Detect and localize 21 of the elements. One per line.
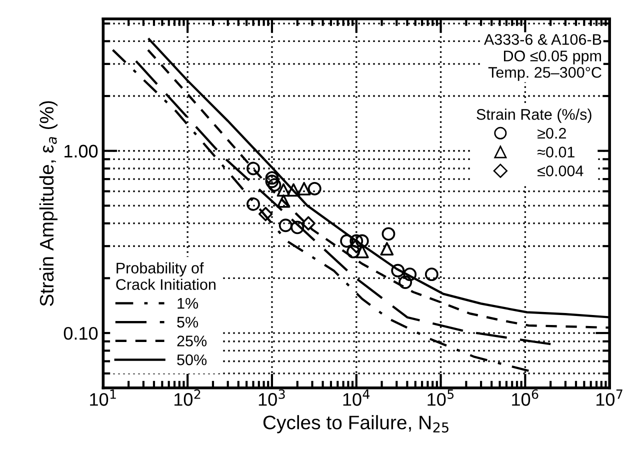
- x-tick-label: 10$^{5}$: [428, 390, 454, 406]
- y-axis-title: Strain Amplitude, ε$_{a}$ (%): [39, 101, 58, 306]
- legend-label: 1%: [178, 298, 198, 309]
- legend-label: ≈0.01: [538, 146, 574, 158]
- annotation: A333-6 & A106-B DO ≤0.05 ppm Temp. 25–300°C: [484, 34, 602, 81]
- legend-label: 25%: [177, 336, 207, 346]
- text: Probability of Crack Initiation: [116, 262, 216, 290]
- x-tick-label: 10$^{2}$: [174, 389, 200, 406]
- y-tick-label: 0.10: [64, 326, 98, 340]
- text: Strain Rate (%/s): [476, 108, 592, 123]
- x-tick-label: 10$^{7}$: [596, 390, 622, 406]
- legend-label: ≥0.2: [538, 128, 566, 139]
- legend-label: ≤0.004: [538, 166, 584, 176]
- legend-label: 50%: [177, 354, 207, 366]
- x-axis-title: Cycles to Failure, N$_{25}$: [263, 415, 448, 434]
- x-tick-label: 10$^{6}$: [512, 389, 538, 406]
- x-tick-label: 10$^{1}$: [90, 390, 116, 406]
- x-tick-label: 10$^{3}$: [258, 389, 285, 406]
- x-tick-label: 10$^{4}$: [343, 390, 370, 406]
- legend-label: 5%: [177, 316, 198, 328]
- y-tick-label: 1.00: [64, 144, 98, 158]
